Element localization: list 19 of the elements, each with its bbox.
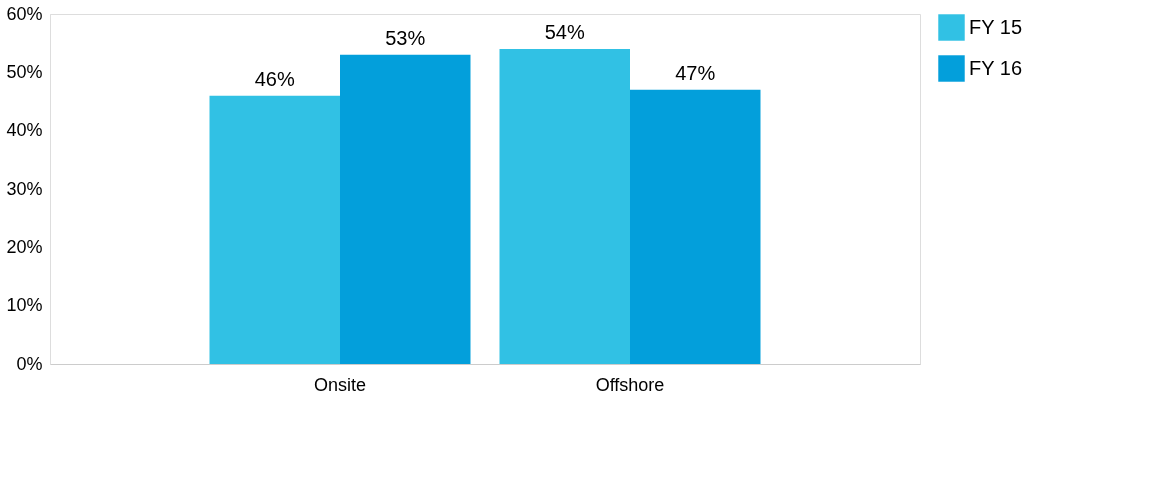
y-tick-label: 60% (6, 3, 43, 24)
bar (209, 95, 340, 364)
y-tick-label: 40% (6, 120, 43, 141)
bar (499, 49, 630, 364)
text: 46% (254, 67, 295, 90)
text: 53% (385, 26, 426, 49)
y-tick-label: 20% (6, 236, 43, 257)
y-tick-label: 50% (6, 61, 43, 82)
legend-label: FY 15 (969, 15, 1022, 38)
bar (630, 89, 761, 364)
legend-label: FY 16 (969, 56, 1022, 79)
text: 54% (544, 21, 585, 43)
y-tick-label: 0% (16, 353, 43, 374)
y-tick-label: 10% (6, 295, 43, 316)
bar (340, 54, 471, 364)
text: 47% (675, 61, 716, 84)
x-tick-label: Onsite (313, 374, 367, 395)
x-tick-label: Offshore (595, 374, 665, 395)
y-tick-label: 30% (6, 178, 43, 199)
